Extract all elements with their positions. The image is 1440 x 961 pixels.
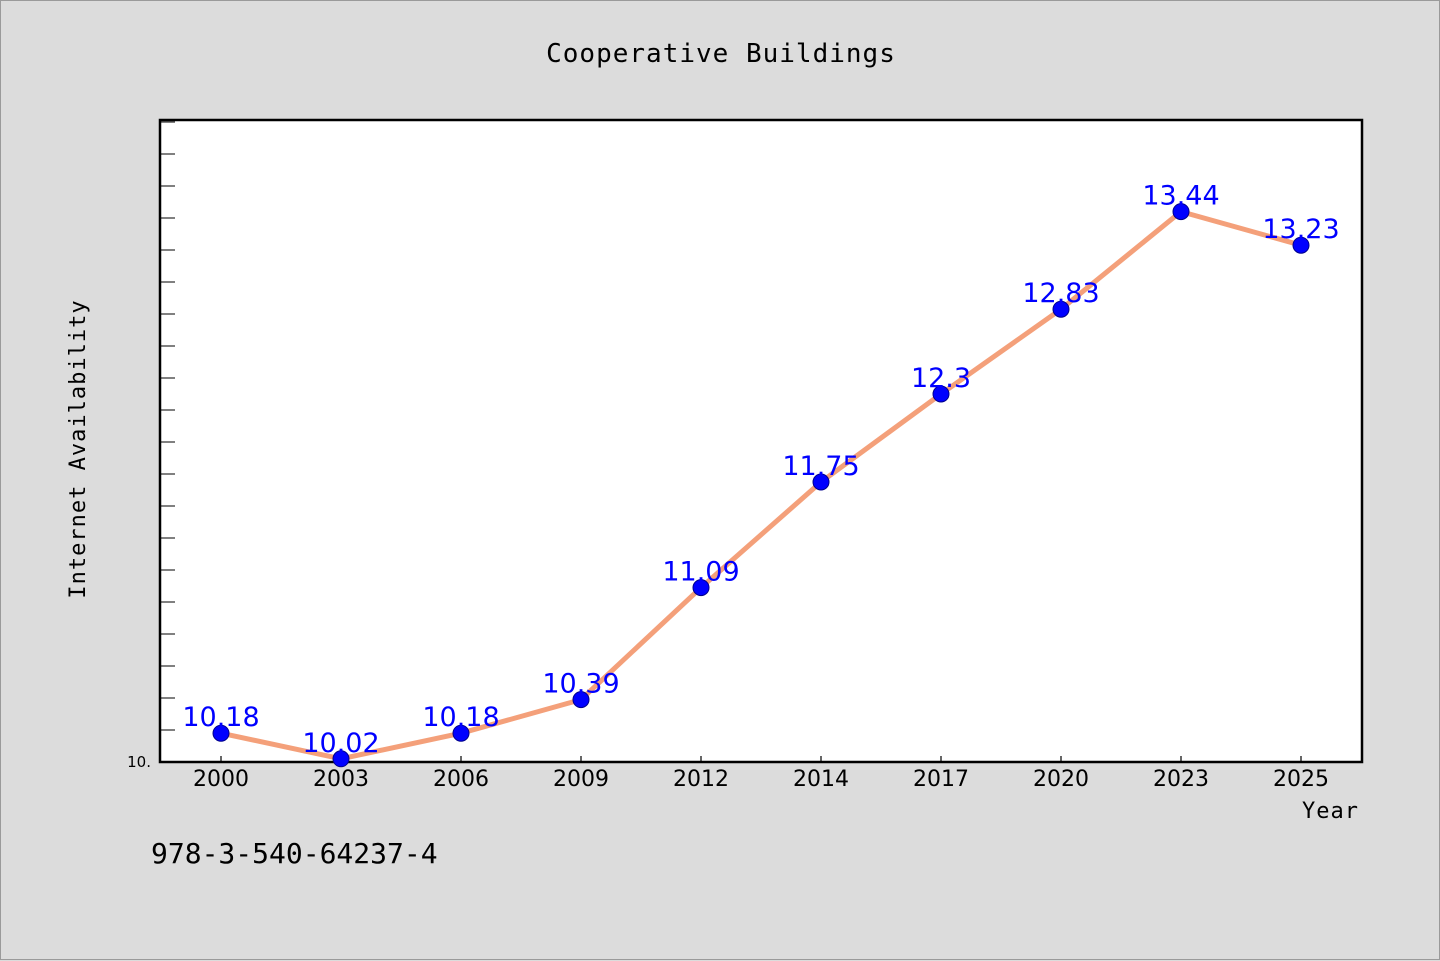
data-point bbox=[812, 473, 830, 491]
x-tick-label: 2017 bbox=[913, 767, 969, 792]
y-axis-ticks bbox=[160, 121, 175, 763]
data-label: 13.44 bbox=[1142, 181, 1219, 212]
x-tick-label: 2009 bbox=[553, 767, 609, 792]
data-label: 10.02 bbox=[302, 728, 379, 759]
data-label: 10.18 bbox=[422, 702, 499, 733]
x-tick-label: 2012 bbox=[673, 767, 729, 792]
data-label: 12.3 bbox=[911, 363, 971, 394]
y-axis-title: Internet Availability bbox=[66, 299, 91, 598]
x-tick-label: 2003 bbox=[313, 767, 369, 792]
data-point bbox=[1172, 203, 1190, 221]
x-tick-label: 2023 bbox=[1153, 767, 1209, 792]
data-point bbox=[692, 579, 710, 597]
data-point bbox=[1292, 236, 1310, 254]
data-point bbox=[572, 691, 590, 709]
x-axis-title: Year bbox=[1302, 799, 1359, 824]
x-tick-label: 2000 bbox=[193, 767, 249, 792]
caption-text: 978-3-540-64237-4 bbox=[151, 837, 438, 870]
data-point bbox=[1052, 300, 1070, 318]
data-label: 12.83 bbox=[1022, 278, 1099, 309]
x-tick-label: 2006 bbox=[433, 767, 489, 792]
data-point bbox=[452, 724, 470, 742]
data-label: 11.75 bbox=[782, 451, 859, 482]
series-line bbox=[220, 209, 1302, 762]
data-label: 10.18 bbox=[182, 702, 259, 733]
y-tick-label: 10. bbox=[127, 753, 151, 771]
x-tick-label: 2025 bbox=[1273, 767, 1329, 792]
data-point bbox=[332, 750, 350, 768]
series-group: 10.18 10.02 10.18 10.39 11.09 11.75 12.3 12.83 1… bbox=[182, 181, 1340, 768]
chart-title: Cooperative Buildings bbox=[546, 39, 896, 69]
data-label: 10.39 bbox=[542, 669, 619, 700]
x-tick-label: 2020 bbox=[1033, 767, 1089, 792]
x-tick-label: 2014 bbox=[793, 767, 849, 792]
x-axis-ticks: 2000 2003 2006 2009 2012 2014 2017 2020 2023 2025 bbox=[193, 756, 1329, 792]
data-label: 13.23 bbox=[1262, 214, 1339, 245]
data-point bbox=[932, 385, 950, 403]
data-point bbox=[212, 724, 230, 742]
data-label: 11.09 bbox=[662, 557, 739, 588]
